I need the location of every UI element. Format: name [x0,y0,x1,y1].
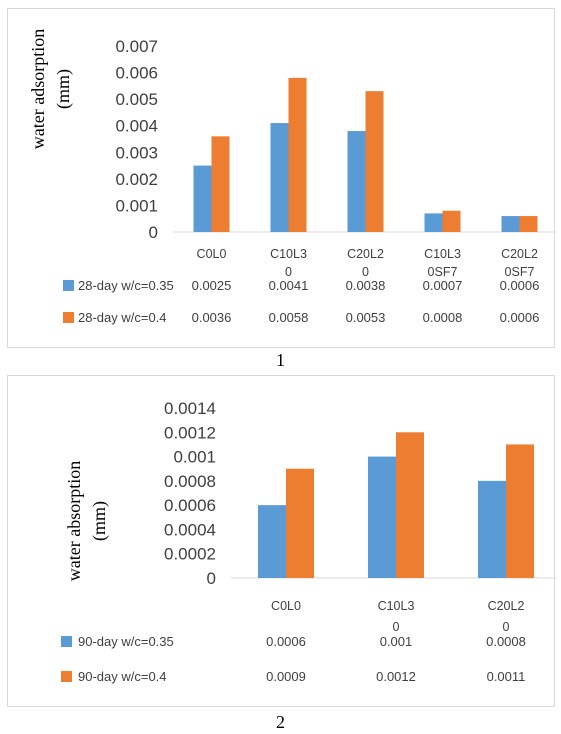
x-tick-label: 0 [393,620,400,634]
data-table-value: 0.0007 [423,278,463,293]
data-table-value: 0.0008 [423,310,463,325]
legend-label-1: 90-day w/c=0.35 [78,634,174,649]
bar-1 [258,505,286,578]
legend-swatch-2 [63,312,74,323]
bar-1 [478,480,506,578]
chart-1-svg: water adsorption (mm) 0 0.001 0.002 0.003 0.00… [28,29,556,325]
data-table-value: 0.0025 [192,278,232,293]
data-table-value: 0.0006 [500,310,540,325]
data-table-value: 0.0053 [346,310,386,325]
data-table-value: 0.0036 [192,310,232,325]
bar-2 [211,136,230,232]
y-axis-label-line: water absorption [64,461,84,581]
y-tick-label: 0 [149,223,158,242]
x-tick-label: C10L3 [424,247,461,261]
x-tick-label: 0SF7 [505,265,535,279]
data-table-value: 0.0006 [266,634,306,649]
bar-2 [506,444,534,578]
y-tick-label: 0.0004 [164,520,216,539]
bar-1 [270,123,289,232]
bar-2 [286,468,314,578]
x-tick-label: C20L2 [488,599,525,613]
bar-1 [501,216,520,232]
x-tick-label: C10L3 [270,247,307,261]
y-tick-label: 0.0002 [164,545,216,564]
y-axis-label-line: (mm) [53,69,74,109]
legend-swatch-2 [61,671,72,682]
data-table-value: 0.0041 [269,278,309,293]
data-table-value: 0.0009 [266,669,306,684]
bar-1 [193,165,212,232]
legend-swatch-1 [63,280,74,291]
y-axis-label: water adsorption (mm) [28,29,74,149]
x-tick-label: C20L2 [501,247,538,261]
y-axis-label-line: water adsorption [28,29,48,149]
y-tick-label: 0.001 [173,448,216,467]
legend-swatch-1 [61,636,72,647]
x-tick-label: C0L0 [197,247,227,261]
legend-label-2: 28-day w/c=0.4 [78,310,167,325]
x-tick-label: 0SF7 [428,265,458,279]
y-tick-label: 0.001 [115,196,158,215]
x-tick-label: 0 [503,620,510,634]
x-tick-label: 0 [285,265,292,279]
y-tick-label: 0.003 [115,143,158,162]
bar-1 [424,213,443,232]
bar-2 [442,210,461,232]
y-axis-label-line: (mm) [89,501,110,541]
y-tick-label: 0.006 [115,64,158,83]
figure-number-2: 2 [276,712,285,732]
chart-2-svg: water absorption (mm) 0 0.0002 0.0004 0.0006 0… [61,399,556,684]
figure-number-1: 1 [276,350,285,370]
legend-label-1: 28-day w/c=0.35 [78,278,174,293]
bar-2 [365,91,384,233]
data-table-value: 0.0006 [500,278,540,293]
x-tick-label: C20L2 [347,247,384,261]
legend-label-2: 90-day w/c=0.4 [78,669,167,684]
y-axis-label: water absorption (mm) [64,461,110,581]
data-table-value: 0.001 [380,634,413,649]
y-tick-label: 0.005 [115,90,158,109]
y-tick-label: 0.002 [115,170,158,189]
x-tick-label: C0L0 [271,599,301,613]
y-tick-label: 0.004 [115,117,158,136]
chart-panel-2: water absorption (mm) 0 0.0002 0.0004 0.0006 0… [7,375,556,707]
y-tick-label: 0.0014 [164,399,216,418]
chart-panel-1: water adsorption (mm) 0 0.001 0.002 0.003 0.00… [7,8,556,348]
bar-1 [368,456,396,578]
data-table-value: 0.0012 [376,669,416,684]
x-tick-label: 0 [362,265,369,279]
y-tick-label: 0.007 [115,37,158,56]
data-table-value: 0.0008 [486,634,526,649]
data-table-value: 0.0058 [269,310,309,325]
data-table-value: 0.0011 [487,669,526,684]
data-table-value: 0.0038 [346,278,386,293]
bar-2 [396,432,424,578]
y-tick-label: 0 [207,569,216,588]
y-tick-label: 0.0006 [164,496,216,515]
y-tick-label: 0.0008 [164,472,216,491]
bar-2 [519,216,538,232]
bar-2 [288,77,307,232]
x-tick-label: C10L3 [378,599,415,613]
bar-1 [347,131,366,232]
y-tick-label: 0.0012 [164,423,216,442]
